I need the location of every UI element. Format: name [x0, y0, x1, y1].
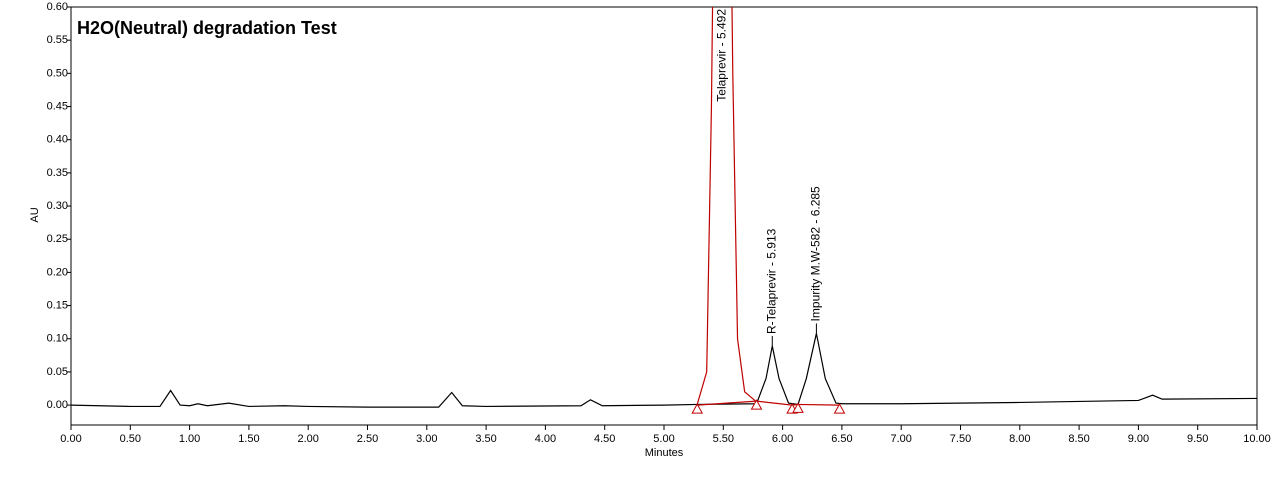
x-tick-label: 9.50	[1187, 433, 1208, 445]
y-tick-label: 0.20	[47, 266, 68, 278]
y-tick-label: 0.15	[47, 299, 68, 311]
x-tick-label: 3.00	[416, 433, 437, 445]
x-tick-label: 8.50	[1068, 433, 1089, 445]
trace	[71, 333, 1257, 408]
y-tick-label: 0.10	[47, 333, 68, 345]
y-tick-label: 0.60	[47, 1, 68, 13]
plot-frame	[70, 6, 1258, 426]
x-tick-label: 7.00	[890, 433, 911, 445]
y-tick-label: 0.30	[47, 200, 68, 212]
chart-title: H2O(Neutral) degradation Test	[77, 18, 337, 38]
x-tick-label: 3.50	[475, 433, 496, 445]
y-tick-label: 0.45	[47, 100, 68, 112]
peak-label: Impurity M.W-582 - 6.285	[809, 186, 823, 321]
x-tick-label: 6.50	[831, 433, 852, 445]
peak-label: Telaprevir - 5.492	[715, 9, 729, 102]
y-tick-label: 0.25	[47, 233, 68, 245]
x-tick-label: 1.50	[238, 433, 259, 445]
x-tick-label: 6.00	[772, 433, 793, 445]
peak-marker	[691, 403, 704, 414]
x-tick-label: 1.00	[179, 433, 200, 445]
x-tick-label: 2.00	[297, 433, 318, 445]
peak-marker	[833, 403, 846, 414]
peak-label: R-Telaprevir - 5.913	[764, 228, 778, 334]
peak-marker	[792, 402, 804, 413]
x-tick-label: 9.00	[1128, 433, 1149, 445]
y-tick-label: 0.55	[47, 34, 68, 46]
x-tick-label: 0.50	[120, 433, 141, 445]
x-tick-label: 0.00	[60, 433, 81, 445]
y-tick-label: 0.00	[47, 399, 68, 411]
x-axis-label: Minutes	[645, 447, 684, 459]
x-tick-label: 4.50	[594, 433, 615, 445]
x-tick-label: 8.00	[1009, 433, 1030, 445]
x-tick-label: 5.00	[653, 433, 674, 445]
x-tick-label: 7.50	[950, 433, 971, 445]
y-tick-label: 0.05	[47, 366, 68, 378]
y-axis-label: AU	[29, 207, 41, 222]
plot-area	[71, 7, 1257, 408]
peak-marker	[750, 399, 763, 410]
x-tick-label: 2.50	[357, 433, 378, 445]
y-tick-label: 0.50	[47, 67, 68, 79]
trace	[696, 7, 757, 405]
x-tick-label: 4.00	[535, 433, 556, 445]
y-tick-label: 0.35	[47, 167, 68, 179]
y-tick-label: 0.40	[47, 134, 68, 146]
x-tick-label: 5.50	[713, 433, 734, 445]
x-tick-label: 10.00	[1243, 433, 1271, 445]
